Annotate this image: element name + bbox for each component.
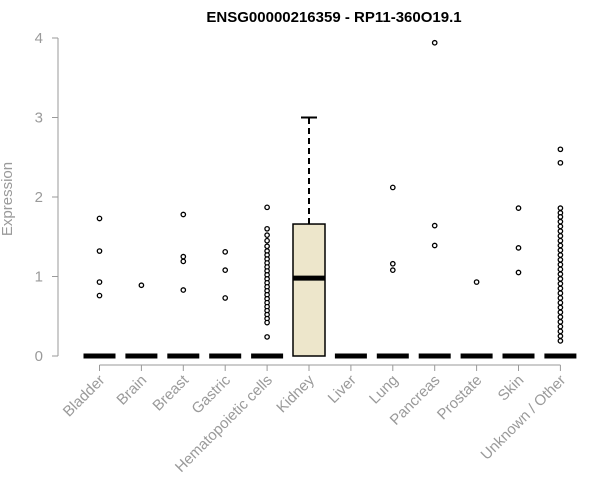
x-tick-label: Liver — [325, 372, 360, 407]
box-group — [209, 249, 242, 359]
outlier-point — [473, 279, 480, 285]
outlier-point — [557, 299, 564, 306]
outlier-point — [557, 242, 564, 249]
outlier-point — [431, 242, 438, 249]
outlier-point — [96, 215, 103, 222]
outlier-point — [557, 252, 564, 258]
outlier-point — [222, 295, 229, 301]
outlier-point — [138, 282, 145, 289]
outlier-point — [557, 159, 564, 166]
box-group — [544, 146, 577, 359]
box-group — [460, 279, 493, 359]
outlier-point — [389, 184, 396, 191]
outlier-point — [557, 304, 564, 311]
outlier-point — [557, 314, 564, 320]
outlier-point — [557, 218, 564, 225]
outlier-point — [557, 228, 564, 235]
y-tick-label: 4 — [35, 30, 43, 47]
y-tick-label: 3 — [35, 110, 43, 127]
outlier-point — [557, 338, 564, 344]
outlier-point — [557, 323, 564, 330]
outlier-point — [515, 205, 522, 211]
outlier-point — [557, 237, 564, 244]
box-group — [167, 211, 200, 359]
outlier-point — [557, 309, 564, 316]
y-tick-label: 1 — [35, 269, 43, 286]
x-tick-label: Bladder — [60, 372, 109, 421]
outlier-point — [96, 248, 103, 254]
outlier-point — [557, 223, 564, 230]
outlier-point — [557, 295, 564, 301]
x-tick-label: Prostate — [434, 372, 486, 424]
outlier-point — [264, 204, 270, 211]
outlier-point — [96, 279, 103, 285]
y-tick-label: 2 — [35, 189, 43, 206]
y-axis: 0 1 2 3 4 — [35, 30, 59, 365]
x-tick-label: Kidney — [273, 371, 318, 416]
outlier-point — [557, 271, 564, 277]
outlier-point — [557, 256, 564, 263]
outlier-point — [557, 290, 564, 297]
outlier-point — [222, 249, 229, 255]
outlier-point — [557, 205, 564, 211]
outlier-point — [264, 319, 270, 326]
outlier-point — [180, 287, 187, 293]
box-group — [376, 184, 409, 359]
y-axis-label: Expression — [0, 162, 16, 236]
outlier-point — [557, 285, 564, 292]
y-tick-label: 0 — [35, 348, 43, 365]
box-group — [83, 215, 116, 359]
box-group — [502, 205, 535, 359]
box-iqr — [292, 223, 326, 357]
outlier-point — [557, 280, 564, 287]
outlier-point — [264, 232, 270, 239]
outlier-point — [557, 318, 564, 325]
outlier-point — [431, 222, 438, 229]
x-tick-label: Lung — [366, 372, 402, 408]
outlier-point — [557, 247, 564, 254]
outlier-point — [515, 269, 522, 276]
box-group — [292, 116, 326, 357]
box-group — [125, 282, 158, 359]
x-tick-label: Brain — [113, 372, 150, 409]
outlier-point — [264, 243, 270, 250]
outlier-point — [557, 266, 564, 273]
outlier-point — [557, 328, 564, 335]
x-tick-label: Skin — [495, 372, 528, 405]
outlier-point — [180, 258, 187, 265]
outlier-point — [557, 146, 564, 153]
plot-area — [83, 39, 577, 359]
outlier-point — [180, 253, 187, 260]
outlier-point — [222, 267, 229, 273]
chart-title: ENSG00000216359 - RP11-360O19.1 — [206, 9, 461, 26]
outlier-point — [557, 333, 564, 339]
outlier-point — [389, 260, 396, 267]
outlier-point — [264, 334, 270, 340]
outlier-point — [389, 267, 396, 273]
outlier-point — [264, 237, 270, 244]
box-group — [418, 39, 451, 359]
outlier-point — [96, 292, 103, 299]
box-group — [251, 204, 284, 359]
outlier-point — [431, 39, 438, 46]
x-tick-label: Breast — [149, 371, 192, 414]
outlier-point — [180, 211, 187, 218]
outlier-point — [264, 225, 270, 232]
outlier-point — [557, 214, 564, 220]
outlier-point — [557, 233, 564, 239]
outlier-point — [557, 261, 564, 268]
outlier-point — [557, 276, 564, 282]
outlier-point — [515, 245, 522, 251]
